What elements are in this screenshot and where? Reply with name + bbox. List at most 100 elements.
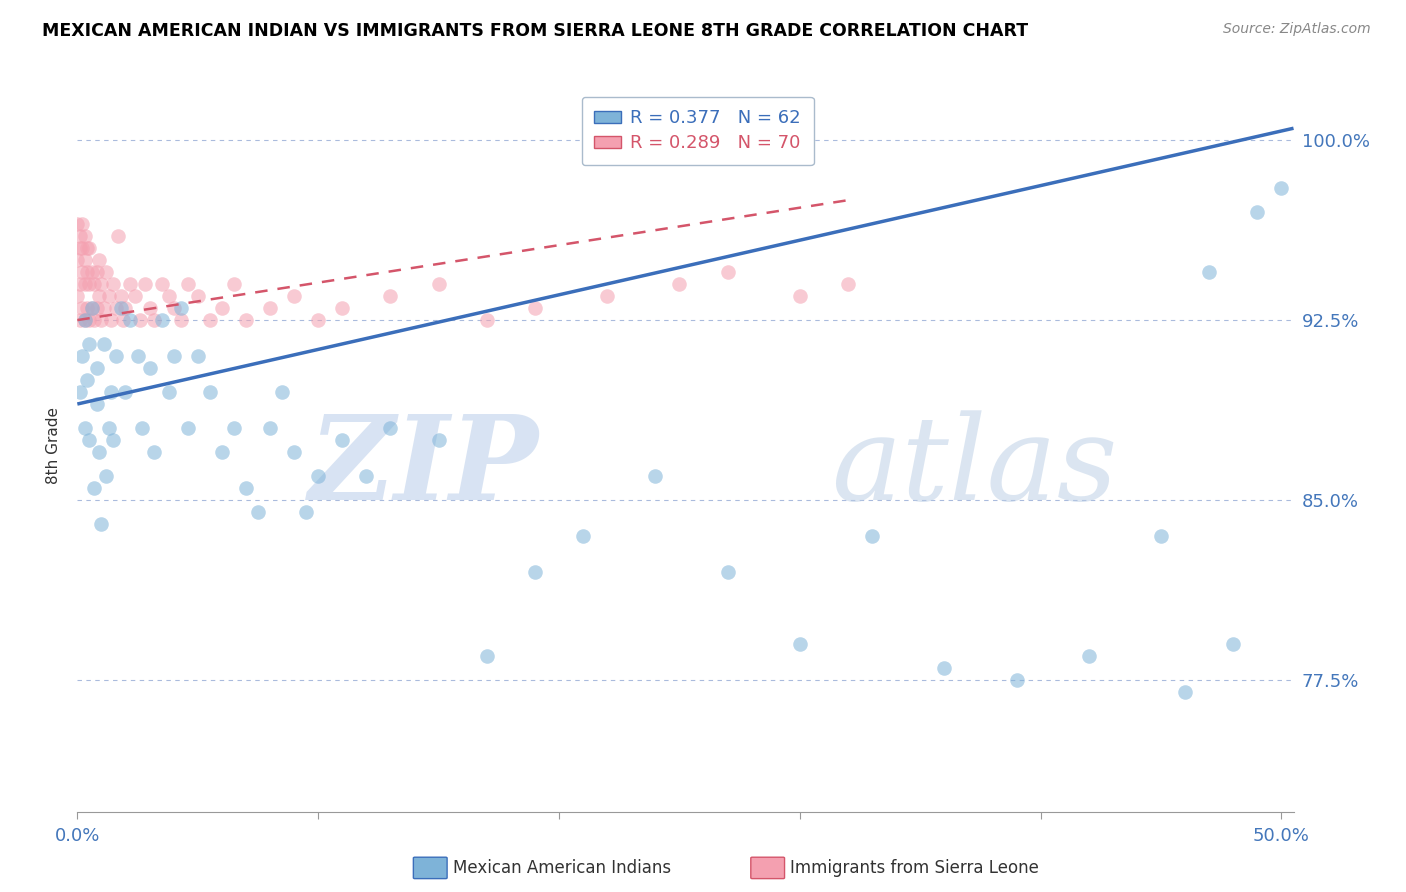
Point: [163, 301, 186, 315]
Point: [596, 289, 619, 303]
Point: [86, 397, 108, 411]
Point: [70, 241, 93, 255]
Point: [76, 301, 98, 315]
Point: [114, 301, 136, 315]
Point: [120, 277, 142, 292]
Point: [104, 301, 127, 315]
Point: [66, 289, 89, 303]
Point: [177, 421, 200, 435]
Point: [127, 349, 149, 363]
Point: [427, 433, 450, 447]
Point: [120, 313, 142, 327]
Point: [837, 277, 859, 292]
Point: [523, 301, 546, 315]
Point: [170, 301, 193, 315]
Point: [330, 301, 353, 315]
Point: [79, 337, 101, 351]
Point: [356, 469, 378, 483]
Point: [1246, 205, 1268, 219]
Point: [259, 301, 281, 315]
Point: [222, 421, 245, 435]
Point: [83, 313, 105, 327]
Point: [271, 385, 294, 400]
Point: [1077, 648, 1099, 663]
Point: [103, 433, 125, 447]
Point: [427, 277, 450, 292]
Point: [96, 265, 118, 279]
Point: [90, 516, 112, 531]
Point: [80, 265, 103, 279]
Text: Mexican American Indians: Mexican American Indians: [453, 859, 671, 877]
Point: [150, 277, 173, 292]
Point: [143, 313, 166, 327]
Point: [96, 469, 118, 483]
Point: [246, 505, 269, 519]
Point: [860, 529, 883, 543]
Point: [187, 289, 209, 303]
Point: [69, 385, 91, 400]
Point: [177, 277, 200, 292]
Point: [104, 349, 127, 363]
Point: [76, 373, 98, 387]
Point: [69, 277, 91, 292]
Point: [76, 265, 98, 279]
Point: [124, 289, 146, 303]
Y-axis label: 8th Grade: 8th Grade: [46, 408, 62, 484]
Point: [235, 481, 257, 495]
Point: [70, 301, 93, 315]
Point: [131, 421, 153, 435]
Point: [211, 445, 233, 459]
Point: [69, 229, 91, 244]
Point: [150, 313, 173, 327]
Point: [198, 313, 221, 327]
Legend: R = 0.377   N = 62, R = 0.289   N = 70: R = 0.377 N = 62, R = 0.289 N = 70: [582, 96, 814, 165]
Point: [100, 313, 122, 327]
Point: [380, 421, 402, 435]
Point: [475, 313, 498, 327]
Point: [1270, 181, 1292, 195]
Point: [80, 301, 103, 315]
Point: [73, 313, 96, 327]
Point: [934, 661, 956, 675]
Point: [66, 217, 89, 231]
Point: [187, 349, 209, 363]
Point: [222, 277, 245, 292]
Point: [86, 265, 108, 279]
Point: [66, 253, 89, 268]
Point: [103, 277, 125, 292]
Point: [100, 385, 122, 400]
Point: [211, 301, 233, 315]
Point: [129, 313, 152, 327]
Point: [70, 265, 93, 279]
Point: [112, 313, 135, 327]
Point: [97, 289, 120, 303]
Point: [157, 289, 180, 303]
Point: [143, 445, 166, 459]
Point: [163, 349, 186, 363]
Point: [107, 229, 129, 244]
Point: [523, 565, 546, 579]
Point: [644, 469, 666, 483]
Point: [380, 289, 402, 303]
Point: [789, 637, 811, 651]
Point: [69, 241, 91, 255]
Point: [198, 385, 221, 400]
Point: [110, 289, 132, 303]
Point: [307, 313, 329, 327]
Point: [789, 289, 811, 303]
Point: [235, 313, 257, 327]
Point: [86, 301, 108, 315]
Point: [73, 277, 96, 292]
Point: [83, 481, 105, 495]
Point: [668, 277, 690, 292]
Point: [97, 421, 120, 435]
Point: [90, 277, 112, 292]
Point: [86, 361, 108, 376]
Point: [93, 337, 115, 351]
Point: [138, 301, 160, 315]
Point: [134, 277, 156, 292]
Point: [170, 313, 193, 327]
Point: [283, 445, 305, 459]
Point: [87, 253, 110, 268]
Point: [110, 301, 132, 315]
